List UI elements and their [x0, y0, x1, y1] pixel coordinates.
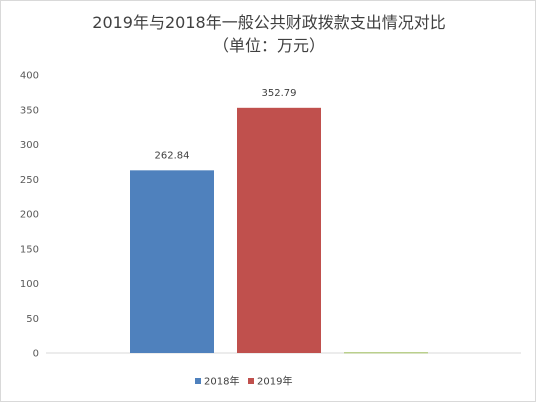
legend-label: 2018年: [204, 375, 239, 388]
legend-swatch: [195, 378, 201, 384]
chart-title: 2019年与2018年一般公共财政拨款支出情况对比: [92, 13, 445, 32]
data-label: 262.84: [155, 150, 190, 161]
legend-label: 2019年: [257, 375, 292, 388]
bars: 262.84 352.79: [130, 88, 428, 354]
legend-swatch: [248, 378, 254, 384]
bar-2019年: [237, 107, 321, 354]
legend: 2018年 2019年: [195, 375, 292, 388]
y-axis: 0 50 100 150 200 250 300 350 400: [20, 71, 39, 360]
chart-subtitle: （单位：万元）: [213, 36, 325, 55]
data-label: 352.79: [262, 88, 297, 99]
y-tick-label: 150: [20, 244, 39, 255]
y-tick-label: 100: [20, 279, 39, 290]
bar-series-3: [344, 352, 428, 354]
y-tick-label: 50: [26, 314, 39, 325]
y-tick-label: 0: [33, 349, 39, 360]
y-tick-label: 250: [20, 175, 39, 186]
y-tick-label: 350: [20, 105, 39, 116]
y-tick-label: 300: [20, 140, 39, 151]
y-tick-label: 400: [20, 71, 39, 82]
bar-2018年: [130, 170, 214, 353]
y-tick-label: 200: [20, 210, 39, 221]
